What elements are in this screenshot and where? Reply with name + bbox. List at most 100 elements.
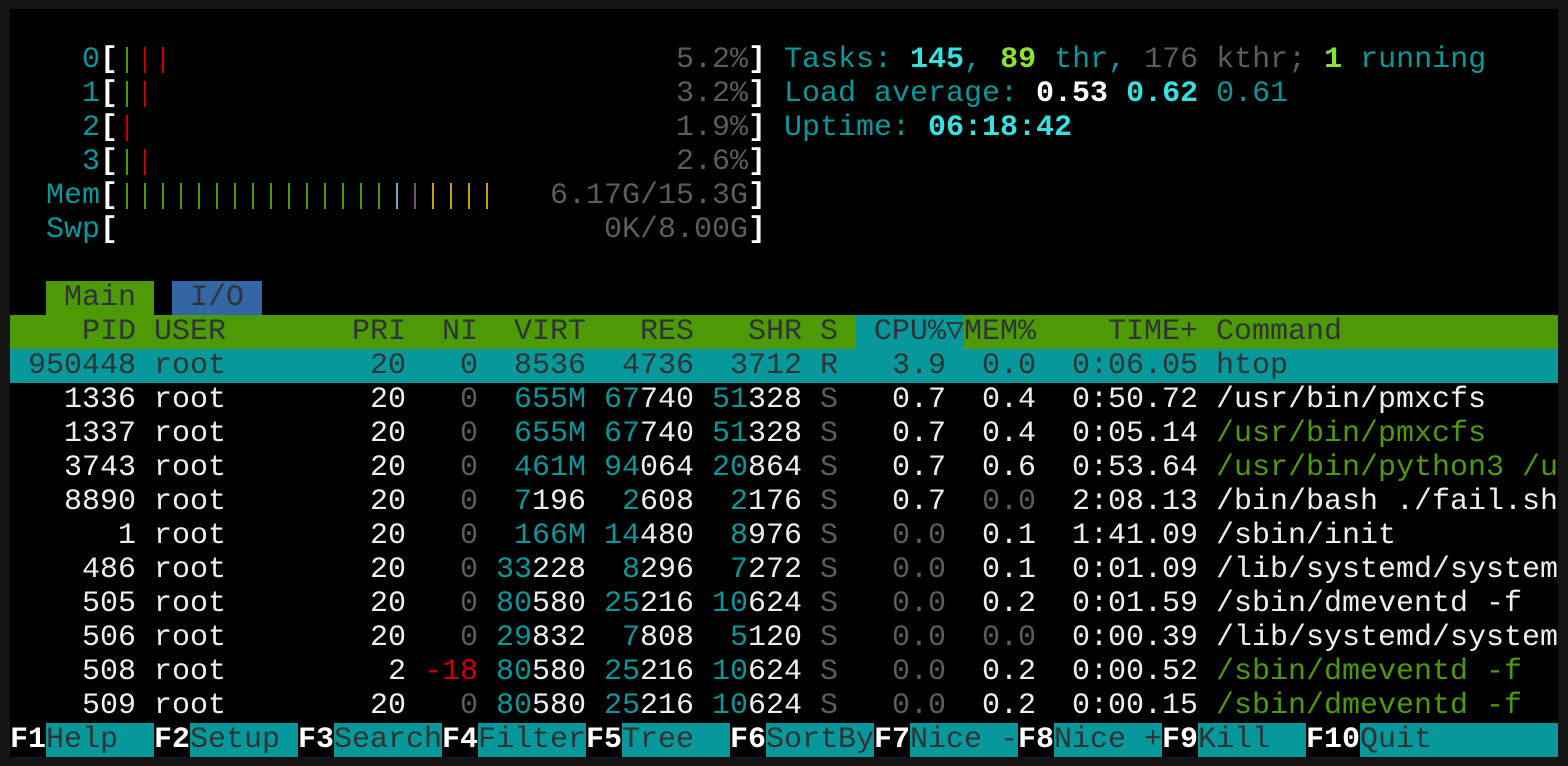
tasks-count: 145: [910, 43, 965, 77]
resident-memory: 8296: [621, 553, 694, 587]
col-time[interactable]: TIME+: [1107, 315, 1198, 349]
cpu-time: 1:41.09: [1071, 519, 1198, 553]
shared-memory: 10624: [711, 587, 802, 621]
virtual-memory: 7196: [513, 485, 586, 519]
footer-button-quit[interactable]: Quit: [1360, 723, 1558, 757]
footer-button-help[interactable]: Help: [46, 723, 154, 757]
nice: 0: [459, 451, 478, 485]
process-row[interactable]: 486 root 20 0 33228 8296 7272 S 0.0 0.1 0:01.09/li…: [10, 553, 1558, 587]
cpu-percent: 0.0: [891, 587, 946, 621]
process-row[interactable]: 505 root 20 0 80580 25216 10624 S 0.0 0.2 0:01.59 /…: [10, 587, 1558, 621]
priority: 20: [369, 553, 406, 587]
priority: 20: [369, 587, 406, 621]
cpu-time: 0:00.15: [1071, 689, 1198, 723]
footer-button-search[interactable]: Search: [334, 723, 443, 757]
priority: 20: [369, 689, 406, 723]
cpu-2-bar-segment: [126, 115, 128, 141]
footer-button-nice[interactable]: Nice +: [1054, 723, 1163, 757]
virtual-memory: 80580: [495, 655, 586, 689]
cpu-2-meter-value: 1.9%: [675, 111, 748, 145]
memory-bar-segment: [396, 183, 398, 209]
col-pri[interactable]: PRI: [351, 315, 406, 349]
threads-count: 89: [1000, 43, 1037, 77]
meter-open-bracket: [: [100, 213, 119, 247]
pid: 1: [117, 519, 136, 553]
cpu-time: 0:00.52: [1071, 655, 1198, 689]
shared-memory: 10624: [711, 655, 802, 689]
command: /lib/systemd/system: [1216, 621, 1558, 655]
user: root: [154, 655, 227, 689]
process-row[interactable]: 508 root 2 -18 80580 25216 10624 S 0.0 0.2 0:00.52…: [10, 655, 1558, 689]
meter-close-bracket: ]: [748, 77, 767, 111]
state: S: [820, 587, 839, 621]
cpu-3-bar-segment: [126, 149, 128, 175]
mem-percent: 0.2: [981, 689, 1036, 723]
command: /sbin/dmeventd -f: [1216, 655, 1523, 689]
virtual-memory: 655M: [513, 383, 586, 417]
virtual-memory: 80580: [495, 689, 586, 723]
col-cpu-sorted[interactable]: CPU%▽: [856, 315, 964, 349]
priority: 20: [369, 621, 406, 655]
user: root: [154, 417, 227, 451]
process-row[interactable]: 1336 root 20 0 655M 67740 51328 S 0.7 0.4 0:50.72 /…: [10, 383, 1558, 417]
meter-close-bracket: ]: [748, 213, 767, 247]
memory-bar-segment: [378, 183, 380, 209]
uptime-value: 06:18:42: [928, 111, 1073, 145]
user: root: [154, 553, 227, 587]
footer-button-nice[interactable]: Nice -: [910, 723, 1019, 757]
col-shr[interactable]: SHR: [747, 315, 802, 349]
memory-meter: Mem[6.17G/15.3G]: [10, 179, 1558, 213]
command: /sbin/dmeventd -f: [1216, 587, 1523, 621]
command: htop: [1216, 349, 1289, 383]
cpu-3-meter: 3[2.6%]: [10, 145, 1558, 179]
col-user[interactable]: USER: [154, 315, 227, 349]
memory-bar-segment: [342, 183, 344, 209]
cpu-3-bar-segment: [144, 149, 146, 175]
tab-main[interactable]: Main: [46, 281, 154, 315]
process-row[interactable]: 509 root 20 0 80580 25216 10624 S 0.0 0.2 0:00.15 /…: [10, 689, 1558, 723]
footer-button-tree[interactable]: Tree: [622, 723, 730, 757]
shared-memory: 51328: [711, 417, 802, 451]
cpu-0-meter-value: 5.2%: [675, 43, 748, 77]
cpu-time: 0:00.39: [1071, 621, 1198, 655]
memory-bar-segment: [414, 183, 416, 209]
process-row[interactable]: 1337 root 20 0 655M 67740 51328 S 0.7 0.4 0:05.14 /…: [10, 417, 1558, 451]
col-state[interactable]: S: [820, 315, 839, 349]
footer-button-kill[interactable]: Kill: [1198, 723, 1306, 757]
priority: 20: [369, 485, 406, 519]
col-command[interactable]: Command: [1216, 315, 1343, 349]
tab-io[interactable]: I/O: [172, 281, 262, 315]
memory-bar-segment: [162, 183, 164, 209]
function-key-f5: F5: [586, 723, 623, 757]
process-row[interactable]: 8890 root 20 0 7196 2608 2176 S 0.7 0.0 2:08.13/bi…: [10, 485, 1558, 519]
col-mem[interactable]: MEM%: [964, 315, 1037, 349]
footer-button-sortby[interactable]: SortBy: [766, 723, 875, 757]
process-row[interactable]: 3743 root 20 0 461M 94064 20864 S 0.7 0.6 0:53.64 /…: [10, 451, 1558, 485]
mem-percent: 0.2: [981, 655, 1036, 689]
col-pid[interactable]: PID: [81, 315, 136, 349]
pid: 506: [81, 621, 136, 655]
process-row[interactable]: 950448 root 20 0 8536 4736 3712 R 3.9 0.0 0:06.05 h…: [10, 349, 1558, 383]
memory-bar-segment: [216, 183, 218, 209]
resident-memory: 2608: [621, 485, 694, 519]
process-row[interactable]: 506 root 20 0 29832 7808 5120 S 0.0 0.0 0:00.39/li…: [10, 621, 1558, 655]
swap-meter: Swp[0K/8.00G]: [10, 213, 1558, 247]
footer-button-filter[interactable]: Filter: [478, 723, 587, 757]
uptime-line: Uptime: 06:18:42: [10, 111, 1558, 145]
pid: 1336: [63, 383, 136, 417]
process-row[interactable]: 1 root 20 0 166M 14480 8976 S 0.0 0.1 1:41.09/sbin…: [10, 519, 1558, 553]
footer-button-setup[interactable]: Setup: [190, 723, 298, 757]
user: root: [154, 485, 227, 519]
virtual-memory: 166M: [513, 519, 586, 553]
col-res[interactable]: RES: [639, 315, 694, 349]
tab-bar: Main I/O: [10, 281, 1558, 315]
state: S: [820, 689, 839, 723]
col-ni[interactable]: NI: [441, 315, 478, 349]
state: S: [820, 553, 839, 587]
mem-percent: 0.4: [981, 383, 1036, 417]
virtual-memory: 80580: [495, 587, 586, 621]
col-virt[interactable]: VIRT: [513, 315, 586, 349]
cpu-0-bar-segment: [162, 47, 164, 73]
cpu-percent: 0.0: [891, 553, 946, 587]
cpu-percent: 3.9: [891, 349, 946, 383]
